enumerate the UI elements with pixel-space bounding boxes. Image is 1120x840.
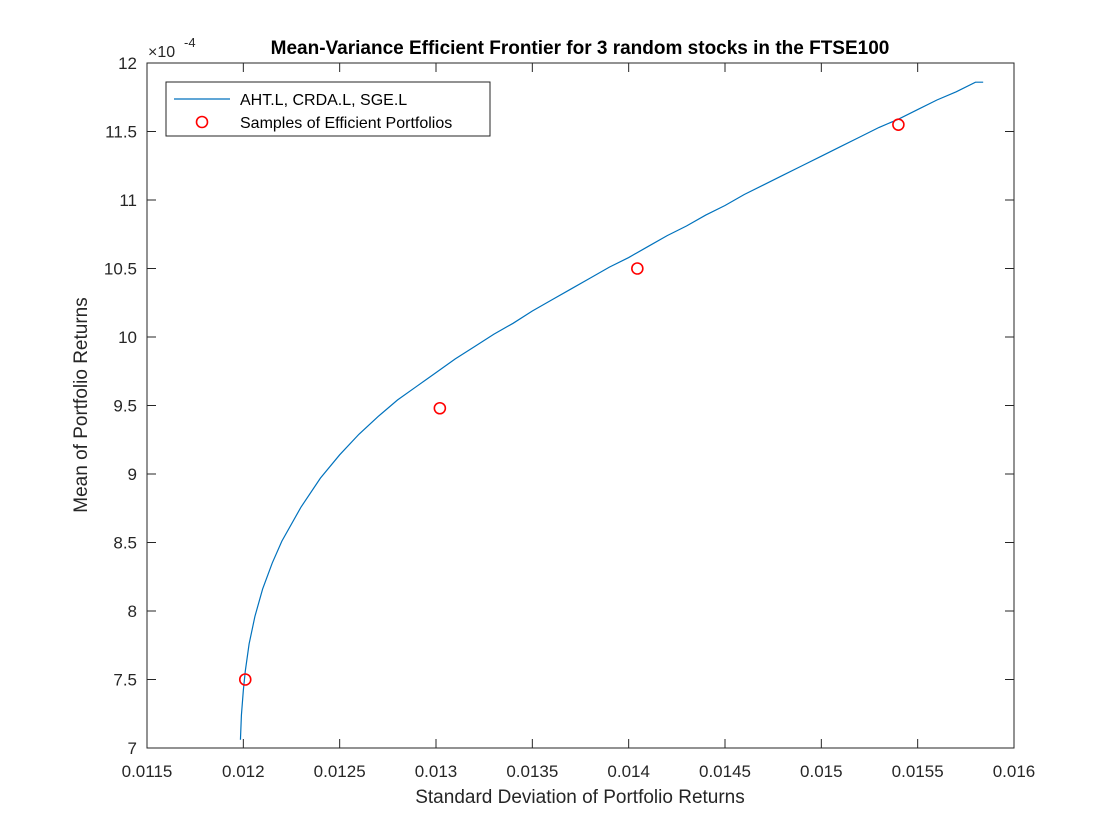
legend-box xyxy=(165,81,491,137)
tick-labels: 0.0115 0.012 0.0125 0.013 0.0135 0.014 0.0145 0… xyxy=(104,54,1035,781)
y-tick-label: 11.5 xyxy=(105,123,137,142)
y-tick-label: 8.5 xyxy=(113,534,137,553)
x-tick-label: 0.0115 xyxy=(122,762,173,781)
y-axis-label: Mean of Portfolio Returns xyxy=(71,297,92,512)
x-tick-label: 0.0155 xyxy=(892,762,944,781)
sample-portfolio-marker xyxy=(238,673,252,686)
x-tick-label: 0.012 xyxy=(222,762,265,781)
y-axis-exponent: ×10 -4 xyxy=(148,35,196,61)
x-tick-label: 0.013 xyxy=(415,762,458,781)
legend-entry-frontier: AHT.L, CRDA.L, SGE.L xyxy=(240,92,407,109)
sample-portfolio-marker xyxy=(631,262,644,275)
x-tick-label: 0.014 xyxy=(607,762,650,781)
y-tick-label: 9 xyxy=(128,465,137,484)
y-axis-exponent-value: -4 xyxy=(184,35,196,50)
sample-portfolio-marker xyxy=(433,401,447,415)
x-tick-label: 0.016 xyxy=(993,762,1036,781)
y-tick-label: 7.5 xyxy=(113,671,137,690)
y-tick-label: 11 xyxy=(119,191,137,210)
chart-title: Mean-Variance Efficient Frontier for 3 r… xyxy=(271,38,890,59)
x-tick-label: 0.015 xyxy=(800,762,843,781)
x-axis-label: Standard Deviation of Portfolio Returns xyxy=(415,787,745,808)
legend: AHT.L, CRDA.L, SGE.L Samples of Efficien… xyxy=(165,81,491,137)
y-tick-label: 8 xyxy=(128,602,137,621)
legend-marker-swatch xyxy=(195,115,209,129)
x-tick-label: 0.0125 xyxy=(314,762,366,781)
series-marker-layer xyxy=(238,118,905,686)
y-tick-label: 7 xyxy=(128,739,137,758)
legend-entry-samples: Samples of Efficient Portfolios xyxy=(240,115,452,132)
y-axis-multiplier: ×10 xyxy=(148,44,175,61)
sample-portfolio-marker xyxy=(892,118,905,131)
y-tick-label: 10.5 xyxy=(104,260,137,279)
y-tick-label: 12 xyxy=(118,54,137,73)
axes-box xyxy=(146,62,1015,749)
x-tick-label: 0.0135 xyxy=(506,762,558,781)
series-line-layer xyxy=(239,81,984,740)
plot-area xyxy=(147,63,1014,748)
frontier-line xyxy=(239,81,984,740)
y-tick-label: 9.5 xyxy=(113,397,137,416)
y-tick-label: 10 xyxy=(118,328,137,347)
x-tick-label: 0.0145 xyxy=(699,762,751,781)
